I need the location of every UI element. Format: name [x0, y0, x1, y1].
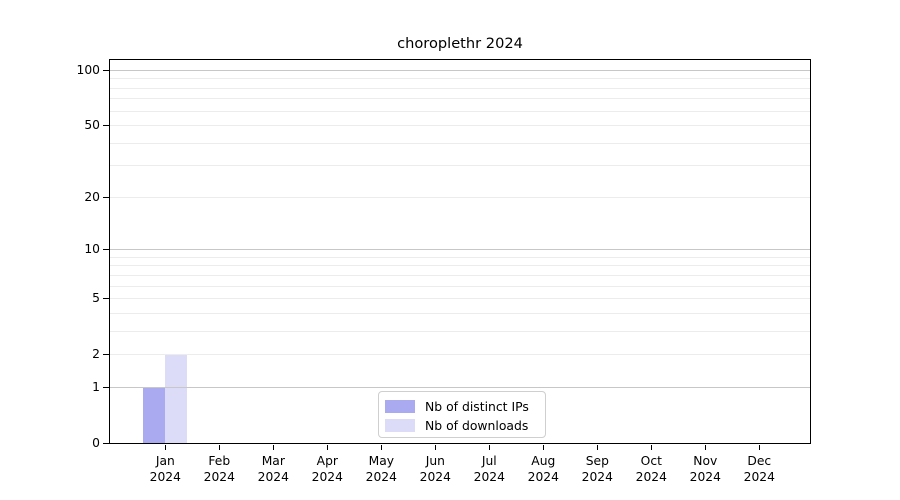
x-tick-label: Aug 2024	[527, 453, 559, 485]
bar-nb-of-downloads-jan	[164, 354, 187, 443]
x-tick-label: Dec 2024	[743, 453, 775, 485]
gridline-minor	[109, 125, 810, 127]
gridline-minor	[109, 142, 810, 144]
legend-label-downloads: Nb of downloads	[425, 417, 529, 433]
gridline-minor	[109, 330, 810, 332]
legend-item: Nb of distinct IPs	[385, 397, 545, 415]
x-axis-tick	[542, 445, 544, 450]
legend: Nb of distinct IPs Nb of downloads	[378, 391, 546, 438]
legend-swatch-downloads	[385, 418, 415, 432]
y-tick-label: 1	[92, 379, 100, 394]
gridline-major	[109, 69, 810, 71]
y-tick-label: 5	[92, 291, 100, 306]
x-axis-tick	[704, 445, 706, 450]
x-axis-tick	[218, 445, 220, 450]
x-axis-tick	[326, 445, 328, 450]
gridline-minor	[109, 87, 810, 89]
y-axis-tick	[102, 298, 109, 300]
y-tick-label: 100	[76, 62, 100, 77]
x-axis-tick	[380, 445, 382, 450]
y-axis-tick	[102, 386, 109, 389]
gridline-minor	[109, 165, 810, 167]
x-axis-tick	[758, 445, 760, 450]
y-axis-tick	[102, 442, 109, 445]
x-tick-label: May 2024	[365, 453, 397, 485]
x-axis-tick	[488, 445, 490, 450]
y-tick-label: 20	[84, 189, 100, 204]
y-axis-tick	[102, 248, 109, 251]
x-axis-tick	[272, 445, 274, 450]
gridline-minor	[109, 312, 810, 314]
x-tick-label: Apr 2024	[311, 453, 343, 485]
gridline-minor	[109, 256, 810, 258]
plot-area	[108, 58, 811, 444]
chart-title: choroplethr 2024	[397, 35, 523, 52]
gridline-major	[109, 386, 810, 388]
x-tick-label: Oct 2024	[635, 453, 667, 485]
x-tick-label: Mar 2024	[257, 453, 289, 485]
bar-nb-of-distinct-ips-jan	[142, 386, 165, 443]
x-tick-label: Jan 2024	[149, 453, 181, 485]
gridline-minor	[109, 78, 810, 80]
gridline-minor	[109, 265, 810, 267]
x-tick-label: Nov 2024	[689, 453, 721, 485]
y-tick-label: 0	[92, 436, 100, 450]
gridline-minor	[109, 110, 810, 112]
gridline-minor	[109, 98, 810, 100]
y-tick-label: 2	[92, 347, 100, 362]
y-axis-tick	[102, 124, 109, 127]
x-axis-tick	[164, 445, 166, 450]
gridline-minor	[109, 285, 810, 287]
x-axis-tick	[650, 445, 652, 450]
x-tick-label: Jul 2024	[473, 453, 505, 485]
y-tick-label: 50	[84, 118, 100, 133]
y-axis-tick	[102, 196, 109, 198]
x-tick-label: Feb 2024	[203, 453, 235, 485]
legend-label-distinct-ips: Nb of distinct IPs	[425, 398, 529, 414]
x-axis-tick	[596, 445, 598, 450]
gridline-minor	[109, 354, 810, 356]
gridline-minor	[109, 274, 810, 276]
legend-item: Nb of downloads	[385, 416, 545, 434]
x-tick-label: Jun 2024	[419, 453, 451, 485]
x-axis-tick	[434, 445, 436, 450]
x-tick-label: Sep 2024	[581, 453, 613, 485]
gridline-minor	[109, 196, 810, 198]
y-tick-label: 10	[84, 242, 100, 257]
gridline-major	[109, 249, 810, 251]
gridline-minor	[109, 298, 810, 300]
y-axis-tick	[102, 69, 109, 71]
legend-swatch-distinct-ips	[385, 399, 415, 413]
y-axis-tick	[102, 354, 109, 356]
